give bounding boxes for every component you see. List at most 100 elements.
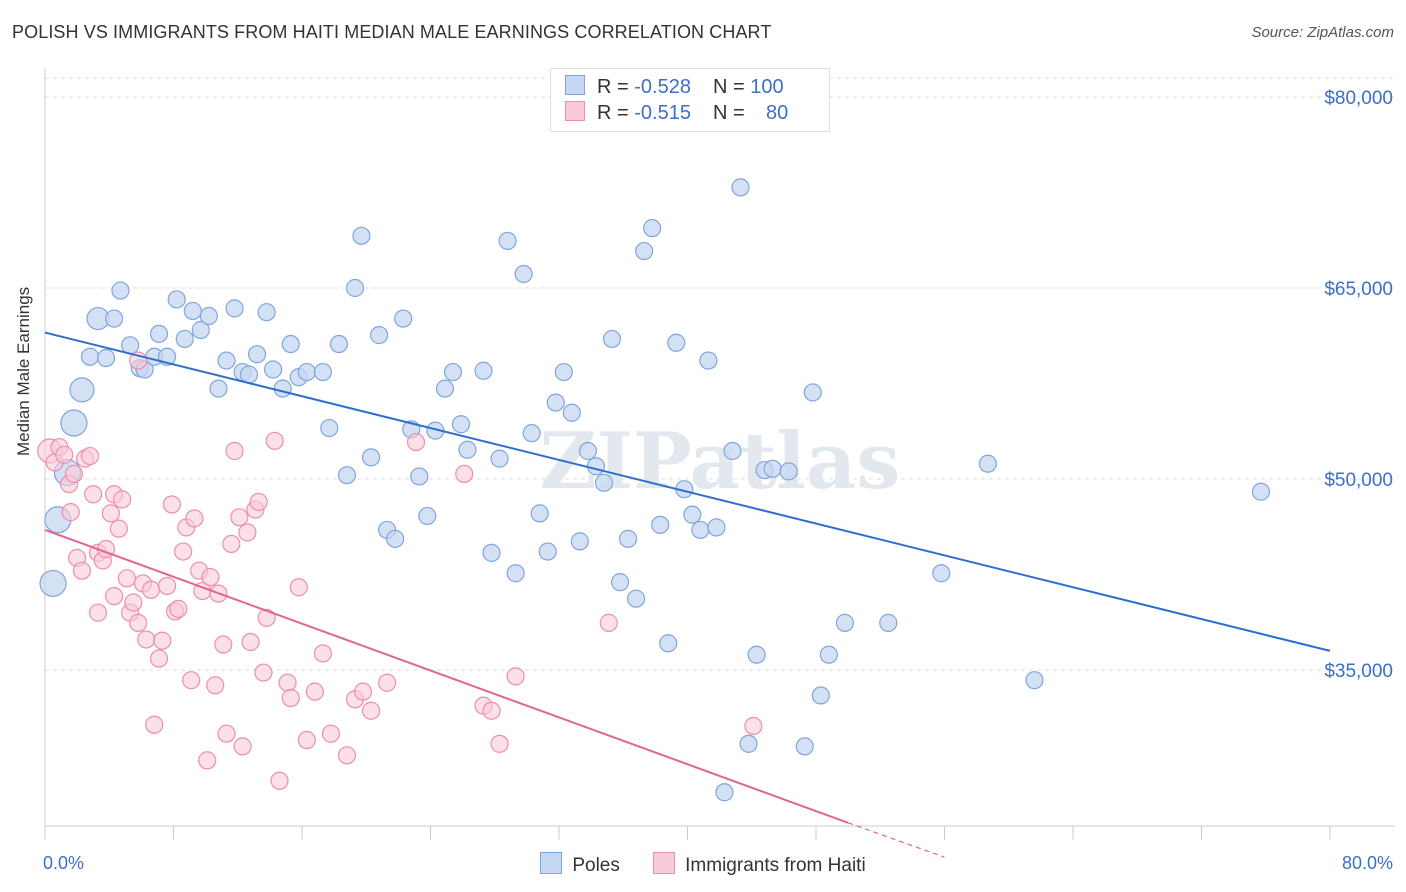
data-point-haiti	[80, 446, 100, 466]
data-point-poles	[297, 362, 316, 382]
data-point-haiti	[84, 485, 103, 504]
data-point-poles	[104, 309, 124, 328]
data-point-poles	[96, 348, 116, 368]
correlation-legend: R = -0.528 N = 100 R = -0.515 N = 80	[550, 68, 830, 132]
legend-label-haiti: Immigrants from Haiti	[685, 855, 866, 876]
data-point-haiti	[104, 587, 124, 606]
data-point-poles	[435, 379, 455, 398]
data-point-poles	[538, 542, 557, 561]
data-point-poles	[394, 309, 413, 328]
data-point-haiti	[55, 445, 74, 464]
data-point-haiti	[270, 771, 289, 790]
y-tick-label: $65,000	[1324, 279, 1393, 300]
data-point-haiti	[353, 682, 373, 701]
data-point-poles	[191, 320, 210, 340]
data-point-poles	[474, 361, 493, 380]
poles-swatch	[565, 75, 585, 95]
data-point-haiti	[222, 534, 241, 554]
data-point-haiti	[281, 688, 300, 708]
data-point-poles	[594, 473, 614, 492]
data-point-poles	[490, 449, 509, 468]
data-point-poles	[811, 686, 830, 705]
data-point-poles	[530, 504, 549, 523]
data-point-poles	[618, 529, 638, 548]
y-axis-label: Median Male Earnings	[14, 286, 33, 456]
y-tick-label: $50,000	[1324, 470, 1393, 491]
data-point-poles	[418, 506, 437, 526]
data-point-haiti	[141, 580, 161, 599]
data-point-poles	[329, 334, 349, 354]
data-point-haiti	[217, 724, 236, 743]
data-point-haiti	[406, 432, 426, 452]
data-point-haiti	[297, 730, 316, 750]
data-point-poles	[602, 329, 622, 349]
data-point-haiti	[149, 649, 169, 668]
data-point-haiti	[361, 701, 381, 720]
n-label: N =	[712, 102, 751, 124]
data-point-haiti	[129, 613, 148, 632]
data-point-haiti	[214, 635, 233, 654]
data-point-poles	[458, 440, 477, 459]
r-value: -0.528	[634, 76, 691, 98]
data-point-poles	[522, 424, 541, 443]
data-point-haiti	[145, 715, 164, 734]
data-point-haiti	[153, 631, 172, 650]
legend-row-poles: R = -0.528 N = 100	[565, 75, 784, 101]
data-point-haiti	[124, 593, 143, 612]
data-point-haiti	[117, 569, 137, 588]
data-point-poles	[659, 634, 678, 653]
legend-label-poles: Poles	[572, 855, 620, 876]
data-point-poles	[320, 418, 339, 438]
r-value: -0.515	[634, 102, 691, 124]
source-label: Source: ZipAtlas.com	[1251, 24, 1394, 41]
data-point-haiti	[198, 751, 217, 770]
data-point-haiti	[455, 464, 474, 484]
data-point-haiti	[490, 734, 509, 753]
x-tick-label: 0.0%	[43, 853, 84, 873]
data-point-poles	[795, 737, 814, 756]
data-point-poles	[691, 520, 710, 540]
data-point-poles	[699, 351, 718, 370]
data-point-haiti	[278, 673, 297, 692]
data-point-poles	[345, 278, 365, 298]
data-point-poles	[835, 613, 855, 632]
data-point-haiti	[88, 603, 108, 622]
data-point-poles	[747, 645, 766, 664]
data-point-poles	[386, 529, 405, 548]
data-point-haiti	[112, 490, 132, 509]
data-point-poles	[217, 351, 236, 370]
data-point-poles	[443, 362, 463, 382]
data-point-poles	[111, 281, 130, 300]
data-point-poles	[80, 347, 100, 366]
trend-line-haiti-extension	[847, 822, 945, 858]
data-point-haiti	[313, 644, 332, 663]
data-point-poles	[803, 383, 822, 402]
data-point-haiti	[182, 671, 201, 690]
data-point-poles	[635, 241, 654, 261]
data-point-haiti	[162, 495, 181, 514]
data-point-poles	[570, 532, 589, 551]
data-point-poles	[167, 290, 186, 309]
data-point-haiti	[64, 464, 84, 484]
data-point-poles	[370, 326, 389, 345]
haiti-swatch	[565, 101, 585, 121]
data-point-poles	[739, 734, 758, 753]
data-point-haiti	[482, 701, 501, 720]
data-point-haiti	[305, 682, 324, 701]
legend-row-haiti: R = -0.515 N = 80	[565, 101, 788, 127]
data-point-poles	[978, 454, 997, 473]
data-point-haiti	[378, 673, 397, 692]
data-point-haiti	[289, 578, 308, 597]
data-point-haiti	[230, 508, 249, 527]
legend-item-haiti: Immigrants from Haiti	[653, 852, 866, 877]
data-point-poles	[723, 441, 742, 461]
data-point-poles	[586, 457, 606, 476]
data-point-poles	[498, 231, 517, 250]
data-point-poles	[779, 462, 798, 481]
data-point-haiti	[249, 492, 268, 512]
data-point-poles	[1025, 671, 1044, 690]
data-point-poles	[562, 403, 581, 422]
y-tick-label: $80,000	[1324, 88, 1393, 109]
data-point-haiti	[137, 630, 156, 649]
data-point-poles	[554, 362, 573, 382]
